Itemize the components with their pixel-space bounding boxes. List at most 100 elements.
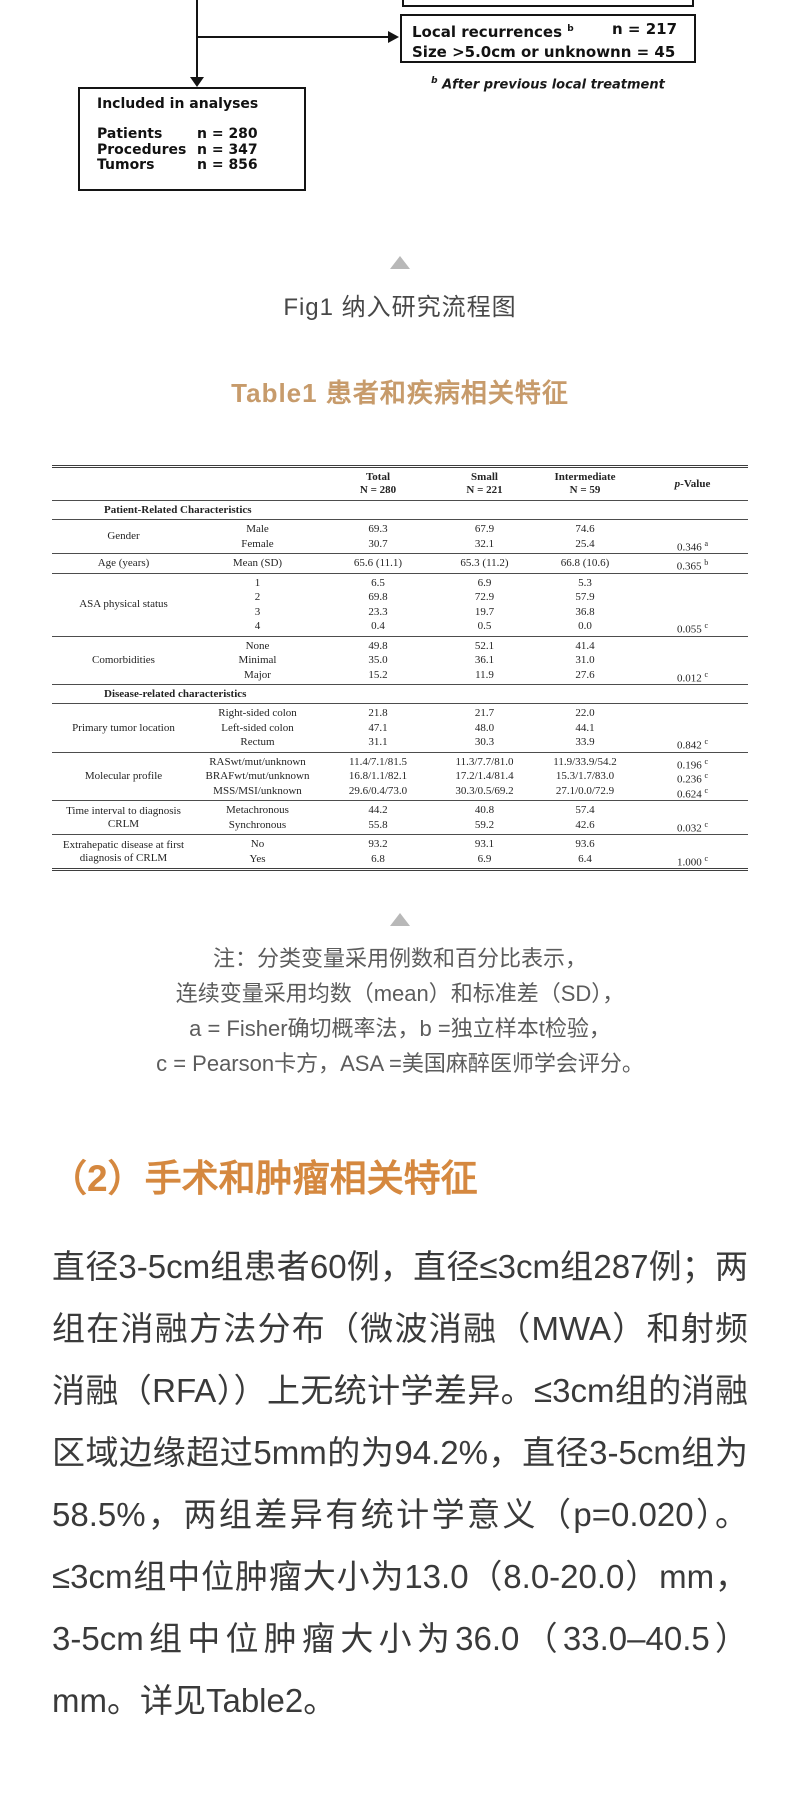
cell-total: 16.8/1.1/82.1 <box>348 770 408 782</box>
collapse-triangle-icon <box>390 913 410 926</box>
table-subrow: RASwt/mut/unknown 11.4/7.1/81.5 11.3/7.7/8… <box>195 755 748 772</box>
table-section-row: Patient-Related Characteristics <box>52 501 748 520</box>
cell-subcategory: Left-sided colon <box>221 721 294 734</box>
cell-total: 55.8 <box>368 818 388 831</box>
table-subrow: Female 30.7 32.1 25.4 0.346 a <box>195 537 748 554</box>
row-label: ASA physical status <box>79 598 168 611</box>
row-label: Extrahepatic disease at first diagnosis … <box>62 839 185 864</box>
cell-total: 69.3 <box>368 523 388 535</box>
table-subrow: Metachronous 44.2 40.8 57.4 <box>195 803 748 818</box>
cell-intermediate: 0.0 <box>578 620 592 632</box>
cell-p-value <box>637 837 748 852</box>
cell-small: 30.3/0.5/69.2 <box>455 784 514 797</box>
arrow-down-icon <box>190 77 204 87</box>
cell-intermediate: 44.1 <box>575 721 595 734</box>
cell-p-value: 0.196 c <box>676 756 709 772</box>
header-intermediate: Intermediate N = 59 <box>554 471 616 496</box>
flow-line-down <box>196 0 198 78</box>
cell-total: 23.3 <box>368 605 388 618</box>
table-group-row: Age (years) Mean (SD) 65.6 (11.1) 65.3 (11.… <box>52 554 748 574</box>
included-label: Patients <box>97 126 163 142</box>
cell-p-value: 0.012 c <box>676 669 709 685</box>
cell-total: 69.8 <box>368 591 388 603</box>
table-subrow: 3 23.3 19.7 36.8 <box>195 605 748 620</box>
cell-small: 32.1 <box>474 537 495 550</box>
table-subrow: 2 69.8 72.9 57.9 <box>195 590 748 605</box>
cell-intermediate: 42.6 <box>575 818 595 831</box>
included-row: Procedures n = 347 <box>97 141 304 159</box>
cell-p-value <box>637 576 748 591</box>
cell-p-value: 0.346 a <box>676 538 709 554</box>
note-line: a = Fisher确切概率法，b =独立样本t检验， <box>189 1016 611 1041</box>
row-label: Primary tumor location <box>72 721 175 734</box>
included-label: Tumors <box>97 157 155 173</box>
table-subrow: 1 6.5 6.9 5.3 <box>195 576 748 591</box>
group-subrows: RASwt/mut/unknown 11.4/7.1/81.5 11.3/7.7/8… <box>195 755 748 801</box>
table-subrow: Rectum 31.1 30.3 33.9 0.842 c <box>195 735 748 752</box>
cell-subcategory: Mean (SD) <box>232 557 283 569</box>
cell-small: 11.3/7.7/81.0 <box>455 755 514 768</box>
flowchart-footnote: b After previous local treatment <box>400 76 696 92</box>
table-group-row: Molecular profile RASwt/mut/unknown 11.4/7… <box>52 753 748 801</box>
cell-small: 59.2 <box>474 818 495 831</box>
included-row: Patients n = 280 <box>97 126 304 143</box>
cell-intermediate: 36.8 <box>575 605 595 618</box>
cell-intermediate: 41.4 <box>575 639 595 652</box>
group-subrows: 1 6.5 6.9 5.3 2 69.8 72.9 57.9 3 23.3 19.7 36.8 4 0.4… <box>195 576 748 636</box>
cell-small: 36.1 <box>474 654 495 666</box>
cell-total: 21.8 <box>368 707 388 719</box>
flow-line-right <box>197 36 389 38</box>
included-label: Procedures <box>97 141 187 158</box>
table-subrow: Right-sided colon 21.8 21.7 22.0 <box>195 706 748 721</box>
row-label: Gender <box>107 530 140 543</box>
cell-intermediate: 6.4 <box>578 852 592 865</box>
cell-small: 48.0 <box>474 721 495 734</box>
body-paragraph: 直径3-5cm组患者60例，直径≤3cm组287例；两组在消融方法分布（微波消融… <box>52 1248 748 1719</box>
table-subrow: Major 15.2 11.9 27.6 0.012 c <box>195 668 748 685</box>
cell-p-value: 0.032 c <box>676 819 709 835</box>
cell-subcategory: None <box>245 639 270 652</box>
superscript-marker: a <box>704 538 709 548</box>
note-line: 注：分类变量采用例数和百分比表示， <box>212 946 587 971</box>
cell-intermediate: 57.4 <box>575 804 595 816</box>
cell-intermediate: 22.0 <box>575 707 595 719</box>
patient-characteristics-table: Total N = 280 Small N = 221 Intermediate N … <box>52 465 748 871</box>
cell-intermediate: 11.9/33.9/54.2 <box>553 755 617 768</box>
row-label: Comorbidities <box>92 654 155 666</box>
table-subrow: Yes 6.8 6.9 6.4 1.000 c <box>195 852 748 869</box>
included-count: n = 347 <box>197 141 258 158</box>
cell-intermediate: 66.8 (10.6) <box>560 557 610 569</box>
superscript-marker: c <box>704 621 709 630</box>
cell-p-value <box>637 653 748 668</box>
cell-intermediate: 93.6 <box>575 838 595 850</box>
exclusion-label: Local recurrences b <box>412 23 574 41</box>
table-subrow: BRAFwt/mut/unknown 16.8/1.1/82.1 17.2/1.4/… <box>195 769 748 786</box>
cell-intermediate: 5.3 <box>578 576 592 589</box>
table-subrow: No 93.2 93.1 93.6 <box>195 837 748 852</box>
cell-total: 93.2 <box>368 838 388 850</box>
cell-subcategory: Female <box>241 537 274 550</box>
superscript-marker: b <box>704 558 709 567</box>
superscript-marker: c <box>704 771 709 780</box>
cell-p-value <box>637 590 748 605</box>
cell-intermediate: 74.6 <box>575 523 595 535</box>
footnote-marker: b <box>431 76 438 86</box>
cell-subcategory: 2 <box>254 591 261 603</box>
cell-subcategory: Male <box>246 523 269 535</box>
header-spacer <box>52 471 320 497</box>
exclusion-count: n = 45 <box>620 43 676 61</box>
table-header-row: Total N = 280 Small N = 221 Intermediate N … <box>52 468 748 501</box>
header-total: Total N = 280 <box>359 471 397 496</box>
cell-total: 30.7 <box>368 537 388 550</box>
footnote-text: After previous local treatment <box>442 77 665 93</box>
cell-total: 0.4 <box>371 620 385 632</box>
cell-small: 93.1 <box>474 838 495 850</box>
cell-total: 15.2 <box>368 668 388 681</box>
included-count: n = 280 <box>197 126 258 142</box>
cell-total: 49.8 <box>368 639 388 652</box>
cell-intermediate: 31.0 <box>575 654 595 666</box>
cell-small: 72.9 <box>474 591 495 603</box>
exclusion-box: Local recurrences b n = 217 Size >5.0cm or… <box>400 14 696 63</box>
note-line: 连续变量采用均数（mean）和标准差（SD）， <box>175 981 625 1006</box>
cell-p-value: 0.055 c <box>676 621 709 636</box>
